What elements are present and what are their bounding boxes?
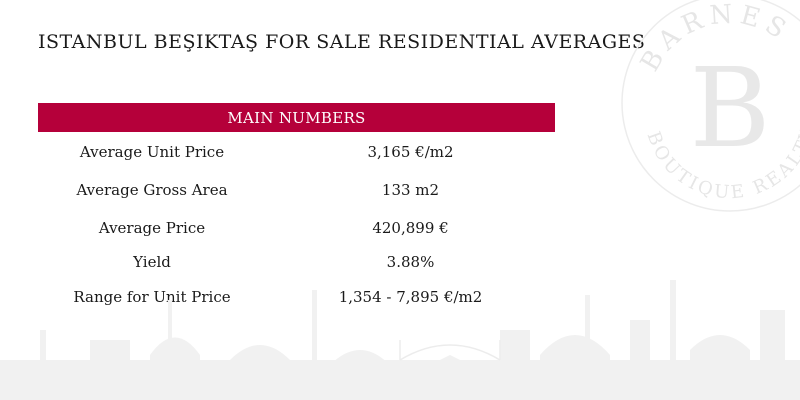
table-row: Average Price 420,899 € — [38, 214, 555, 242]
seal-letter: B — [690, 44, 771, 172]
istanbul-skyline-illustration — [0, 280, 800, 400]
row-label: Yield — [133, 253, 171, 271]
row-value: 1,354 - 7,895 €/m2 — [338, 288, 483, 306]
page-title: ISTANBUL BEŞIKTAŞ FOR SALE RESIDENTIAL A… — [38, 31, 646, 53]
row-label: Range for Unit Price — [73, 288, 231, 306]
row-label: Average Unit Price — [79, 143, 225, 161]
barnes-seal-logo: BARNES B BOUTIQUE REALTY — [621, 0, 800, 212]
table-row: Average Gross Area 133 m2 — [38, 176, 555, 204]
row-value: 133 m2 — [381, 181, 440, 199]
row-value: 3,165 €/m2 — [367, 143, 454, 161]
row-value: 3.88% — [386, 253, 435, 271]
table-row: Range for Unit Price 1,354 - 7,895 €/m2 — [38, 283, 555, 311]
section-header: MAIN NUMBERS — [38, 103, 555, 132]
row-label: Average Gross Area — [76, 181, 228, 199]
row-value: 420,899 € — [372, 219, 449, 237]
row-label: Average Price — [98, 219, 206, 237]
table-row: Yield 3.88% — [38, 248, 555, 276]
table-row: Average Unit Price 3,165 €/m2 — [38, 138, 555, 166]
section-header-label: MAIN NUMBERS — [227, 108, 366, 127]
